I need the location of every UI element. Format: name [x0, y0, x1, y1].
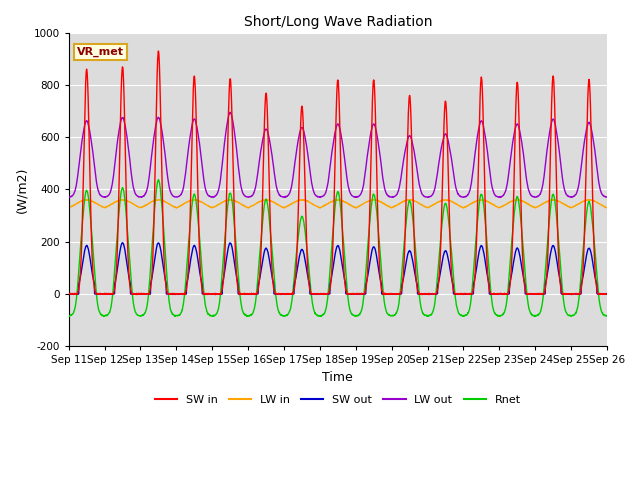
Legend: SW in, LW in, SW out, LW out, Rnet: SW in, LW in, SW out, LW out, Rnet — [150, 391, 525, 409]
X-axis label: Time: Time — [323, 371, 353, 384]
Title: Short/Long Wave Radiation: Short/Long Wave Radiation — [244, 15, 432, 29]
Y-axis label: (W/m2): (W/m2) — [15, 166, 28, 213]
Text: VR_met: VR_met — [77, 47, 124, 57]
